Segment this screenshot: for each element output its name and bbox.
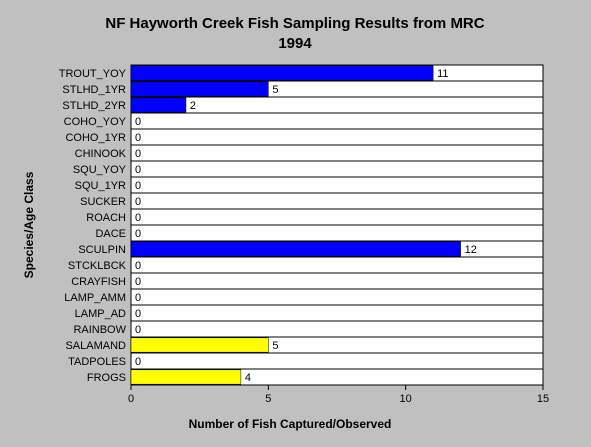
value-label: 0 [135,196,141,208]
y-axis-title: Species/Age Class [22,171,36,278]
y-tick-label: COHO_YOY [64,116,127,128]
value-label: 0 [135,356,141,368]
y-tick-label: SQU_YOY [73,164,127,176]
y-tick-label: LAMP_AD [75,308,126,320]
value-label: 0 [135,276,141,288]
value-label: 4 [245,372,251,384]
y-tick-label: STLHD_2YR [62,100,126,112]
value-label: 0 [135,164,141,176]
value-label: 0 [135,324,141,336]
y-tick-label: CRAYFISH [71,276,126,288]
y-tick-label: SUCKER [80,196,126,208]
y-tick-label: TADPOLES [68,356,126,368]
value-label: 11 [437,68,448,80]
bar [130,97,187,113]
value-label: 0 [135,308,141,320]
bar [130,241,461,257]
y-tick-label: FROGS [87,372,126,384]
x-tick-label: 15 [537,393,549,405]
y-tick-label: LAMP_AMM [64,292,126,304]
chart-subtitle: 1994 [278,35,312,52]
bar [130,337,269,353]
x-axis-title: Number of Fish Captured/Observed [189,417,392,431]
value-label: 0 [135,180,141,192]
bar [130,369,242,385]
chart-title: NF Hayworth Creek Fish Sampling Results … [105,15,484,32]
value-label: 0 [135,132,141,144]
value-label: 0 [135,228,141,240]
value-label: 5 [272,340,278,352]
y-tick-label: SCULPIN [78,244,126,256]
bar [130,65,434,81]
x-tick-label: 10 [400,393,412,405]
y-tick-label: TROUT_YOY [59,68,127,80]
value-label: 2 [190,100,196,112]
value-label: 0 [135,260,141,272]
x-tick-label: 0 [128,393,134,405]
x-tick-label: 5 [265,393,271,405]
y-tick-label: ROACH [86,212,126,224]
y-tick-label: DACE [95,228,126,240]
y-tick-label: STCKLBCK [68,260,127,272]
y-tick-label: COHO_1YR [65,132,126,144]
y-tick-label: SALAMAND [65,340,126,352]
y-tick-label: CHINOOK [75,148,127,160]
value-label: 5 [272,84,278,96]
y-tick-label: STLHD_1YR [62,84,126,96]
y-tick-label: SQU_1YR [75,180,126,192]
value-label: 0 [135,292,141,304]
value-label: 0 [135,212,141,224]
value-label: 0 [135,148,141,160]
value-label: 0 [135,116,141,128]
y-tick-label: RAINBOW [73,324,126,336]
bar [130,81,269,97]
value-label: 12 [465,244,477,256]
